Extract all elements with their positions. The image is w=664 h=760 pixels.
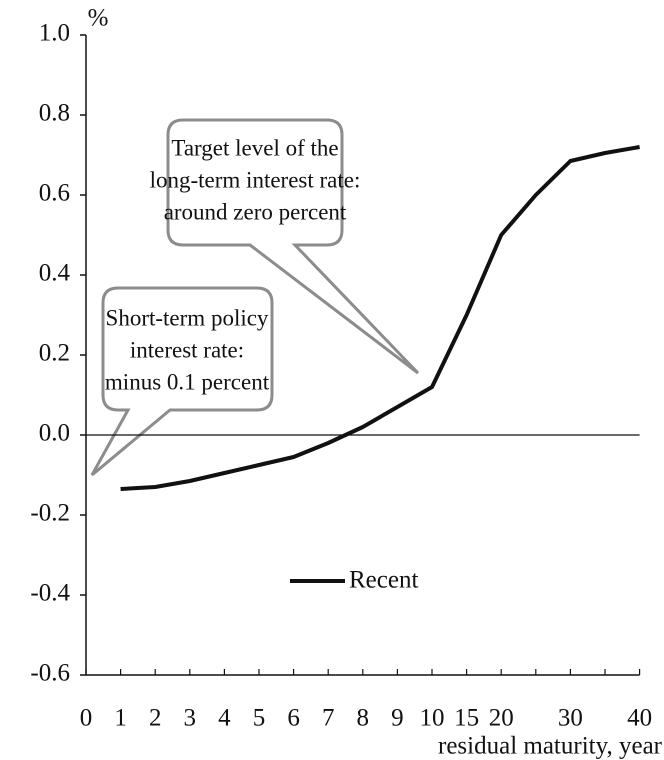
series-line <box>120 145 640 491</box>
callout-box <box>166 118 420 375</box>
annotation-text: around zero percent <box>164 199 347 224</box>
x-tick-label: 4 <box>218 705 231 732</box>
x-tick-label: 7 <box>322 705 335 732</box>
x-tick-label: 0 <box>80 705 93 732</box>
callout-box <box>90 286 274 477</box>
annotation-text: interest rate: <box>130 337 244 362</box>
y-tick-label: 0.6 <box>39 180 70 207</box>
annotation-text: long-term interest rate: <box>150 167 361 192</box>
x-tick-label: 8 <box>357 705 370 732</box>
y-tick-label: 1.0 <box>39 20 70 47</box>
x-tick-label: 2 <box>149 705 162 732</box>
y-tick-label: -0.4 <box>30 580 70 607</box>
x-tick-label: 20 <box>489 705 514 732</box>
x-tick-label: 30 <box>558 705 583 732</box>
x-tick-label: 3 <box>184 705 197 732</box>
x-tick-label: 9 <box>391 705 404 732</box>
x-tick-label: 5 <box>253 705 266 732</box>
annotation-text: minus 0.1 percent <box>105 369 270 394</box>
y-tick-label: -0.6 <box>30 660 70 687</box>
y-tick-label: 0.2 <box>39 340 70 367</box>
y-tick-label: 0.8 <box>39 100 70 127</box>
legend-label: Recent <box>349 567 418 594</box>
x-tick-label: 6 <box>287 705 300 732</box>
y-tick-label: -0.2 <box>30 500 70 527</box>
x-tick-label: 10 <box>420 705 445 732</box>
x-tick-label: 40 <box>627 705 652 732</box>
annotation-text: Target level of the <box>171 135 338 160</box>
y-tick-label: 0.0 <box>39 420 70 447</box>
y-tick-label: 0.4 <box>39 260 71 287</box>
x-tick-label: 15 <box>454 705 479 732</box>
x-axis-label: residual maturity, year <box>438 733 663 760</box>
unit-label: % <box>88 5 109 32</box>
x-tick-label: 1 <box>114 705 127 732</box>
annotation-text: Short-term policy <box>106 305 269 330</box>
